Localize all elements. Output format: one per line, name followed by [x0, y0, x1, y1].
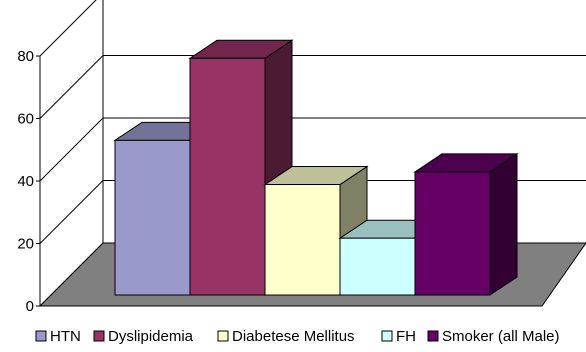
bars — [113, 39, 519, 296]
legend-swatch — [35, 330, 47, 342]
gridline-diagonal — [39, 117, 104, 182]
legend-label: HTN — [50, 328, 81, 345]
legend-label: Smoker (all Male) — [442, 328, 560, 345]
legend: HTN Dyslipidemia Diabetese Mellitus FH Smoke… — [35, 328, 560, 345]
bar-front — [414, 171, 491, 296]
bar-front — [114, 139, 191, 296]
y-axis: 0 20 40 60 80 — [17, 48, 40, 315]
y-tick-label: 60 — [17, 111, 34, 128]
legend-label: Dyslipidemia — [108, 328, 194, 345]
y-tick-label: 40 — [17, 173, 34, 190]
legend-swatch — [217, 330, 229, 342]
legend-label: Diabetese Mellitus — [232, 328, 355, 345]
gridline-diagonal — [39, 0, 97, 57]
legend-label: FH — [396, 328, 416, 345]
legend-swatch — [427, 330, 439, 342]
y-tick-label: 20 — [17, 236, 34, 253]
bar-side — [489, 152, 518, 296]
legend-swatch — [93, 330, 105, 342]
y-tick-label: 0 — [26, 298, 34, 315]
gridline-diagonal — [39, 55, 104, 119]
legend-item-fh: FH — [381, 328, 416, 345]
legend-item-smoker-all-male-: Smoker (all Male) — [427, 328, 560, 345]
legend-item-htn: HTN — [35, 328, 81, 345]
legend-item-diabetese-mellitus: Diabetese Mellitus — [217, 328, 355, 345]
bar-front — [189, 57, 266, 296]
bar-smoker-all-male- — [413, 152, 519, 296]
bar-front — [264, 184, 341, 296]
legend-item-dyslipidemia: Dyslipidemia — [93, 328, 194, 345]
gridline-diagonal — [39, 180, 104, 244]
y-tick-label: 80 — [17, 48, 34, 65]
bar-front — [339, 237, 416, 296]
bar-diabetese-mellitus — [263, 165, 369, 296]
legend-swatch — [381, 330, 393, 342]
